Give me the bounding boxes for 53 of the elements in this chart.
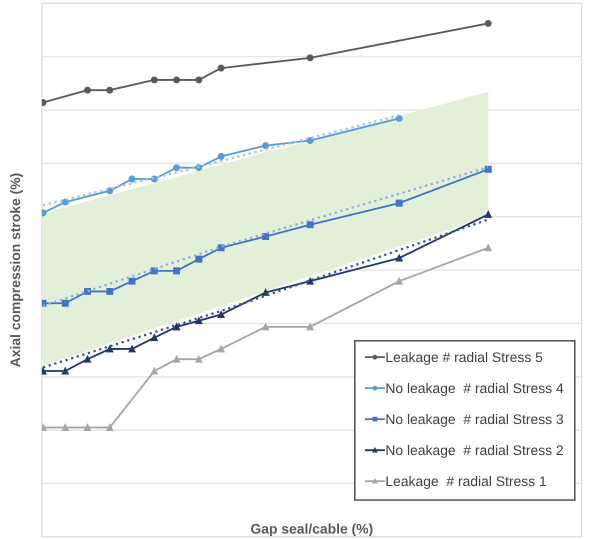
point: [484, 244, 492, 252]
point: [262, 288, 270, 296]
point: [262, 142, 270, 150]
point: [106, 86, 114, 94]
point: [84, 356, 91, 363]
point: [262, 323, 270, 330]
point: [173, 356, 180, 363]
point: [484, 20, 492, 27]
legend-label: Leakage # radial Stress 5: [386, 352, 542, 365]
legend-label: No leakage # radial Stress 4: [386, 382, 564, 396]
point: [218, 345, 225, 352]
point: [195, 76, 202, 84]
point: [84, 424, 91, 431]
point: [262, 233, 270, 240]
point: [84, 86, 91, 94]
point: [396, 200, 403, 207]
point: [173, 267, 180, 274]
point: [106, 424, 114, 431]
point: [218, 152, 225, 160]
legend-label: Leakage # radial Stress 1: [386, 476, 546, 489]
point: [128, 345, 136, 352]
point: [218, 311, 225, 318]
point: [484, 210, 492, 218]
point: [173, 76, 180, 84]
point: [106, 345, 114, 352]
point: [128, 278, 136, 285]
point: [150, 368, 158, 374]
point: [195, 317, 202, 324]
point: [396, 278, 403, 285]
point: [128, 176, 136, 182]
point: [195, 256, 202, 263]
point: [396, 114, 403, 122]
point: [396, 254, 403, 262]
point: [62, 424, 69, 431]
point: [62, 198, 69, 206]
point: [306, 323, 314, 330]
point: [150, 334, 158, 342]
point: [62, 300, 69, 307]
point: [306, 137, 314, 144]
point: [195, 356, 202, 363]
point: [150, 76, 158, 84]
y-axis-title: Axial compression stroke (%): [10, 173, 23, 367]
point: [306, 278, 314, 285]
point: [306, 54, 314, 62]
point: [62, 368, 69, 374]
point: [306, 221, 314, 228]
point: [106, 288, 114, 295]
point: [173, 323, 180, 330]
legend-label: No leakage # radial Stress 2: [386, 444, 563, 458]
point: [218, 64, 225, 72]
legend-label: No leakage # radial Stress 3: [386, 414, 564, 427]
point: [173, 164, 180, 172]
x-axis-title: Gap seal/cable (%): [251, 524, 372, 536]
